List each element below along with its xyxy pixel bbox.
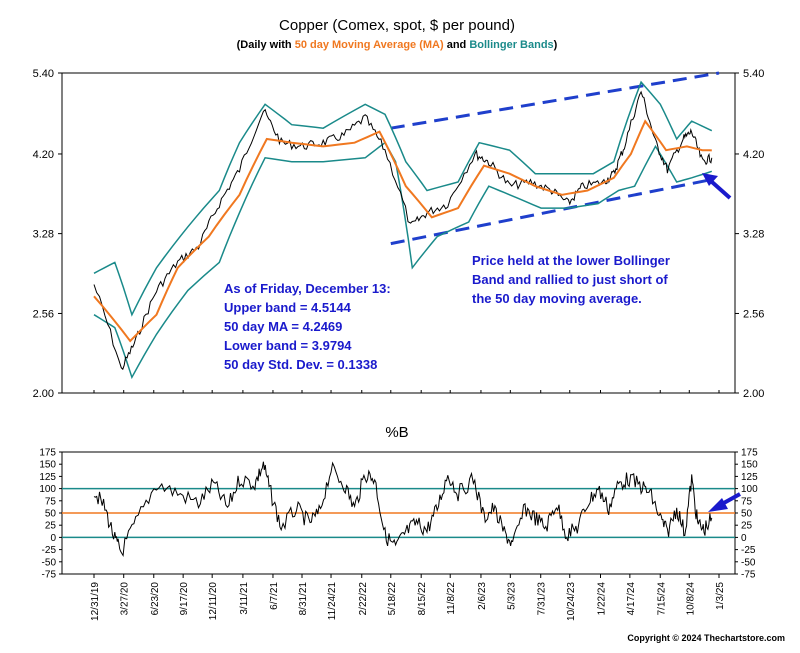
stats-annotation-line: As of Friday, December 13: <box>224 281 391 296</box>
pctb-y-tick-label-right: 150 <box>741 460 758 471</box>
x-tick-label: 10/8/24 <box>685 582 696 616</box>
price-series-line <box>93 90 713 371</box>
pctb-arrow-head-icon <box>708 498 728 512</box>
y-tick-label-left: 2.00 <box>33 388 54 400</box>
x-tick-label: 9/17/20 <box>179 582 190 616</box>
x-tick-label: 3/11/21 <box>239 582 250 615</box>
pctb-y-tick-label-left: -25 <box>42 545 57 556</box>
x-tick-label: 8/15/22 <box>417 582 428 616</box>
x-tick-label: 7/31/23 <box>537 582 548 616</box>
y-tick-label-left: 3.28 <box>33 229 54 241</box>
arrow-annotation <box>702 173 732 200</box>
copyright: Copyright © 2024 Thechartstore.com <box>627 633 785 643</box>
y-tick-label-right: 3.28 <box>743 229 764 241</box>
x-tick-label: 8/31/21 <box>298 582 309 616</box>
pctb-y-tick-label-left: 0 <box>50 533 56 544</box>
subtitle-bb: Bollinger Bands <box>469 39 553 51</box>
lower-band-line <box>93 141 713 380</box>
pctb-y-tick-label-right: -25 <box>741 545 756 556</box>
pctb-y-tick-label-right: 125 <box>741 472 758 483</box>
y-tick-label-left: 2.56 <box>33 308 54 320</box>
pctb-y-tick-label-right: -75 <box>741 570 756 581</box>
y-tick-label-left: 5.40 <box>33 68 54 80</box>
x-tick-label: 1/3/25 <box>715 582 726 610</box>
x-tick-label: 4/17/24 <box>626 582 637 616</box>
pctb-y-tick-label-left: -50 <box>42 557 57 568</box>
x-tick-label: 11/24/21 <box>327 582 338 621</box>
stats-annotation-line: 50 day Std. Dev. = 0.1338 <box>224 357 377 372</box>
pctb-y-tick-label-left: 150 <box>39 460 56 471</box>
y-tick-label-right: 4.20 <box>743 149 764 161</box>
subtitle-middle: and <box>444 39 470 51</box>
pctb-y-tick-label-left: 125 <box>39 472 56 483</box>
y-tick-label-right: 5.40 <box>743 68 764 80</box>
x-tick-label: 2/6/23 <box>477 582 488 610</box>
pctb-y-tick-label-left: -75 <box>42 570 57 581</box>
x-tick-label: 1/22/24 <box>596 582 607 616</box>
x-tick-label: 2/22/22 <box>358 582 369 616</box>
arrow-head-icon <box>702 173 718 186</box>
subtitle-suffix: ) <box>554 39 558 51</box>
main-y-axis: 5.40 5.40 4.20 4.20 3.28 3.28 2.56 2.56 2.00 2.00 <box>33 68 765 400</box>
y-tick-label-right: 2.56 <box>743 308 764 320</box>
pctb-y-tick-label-left: 75 <box>45 496 57 507</box>
x-tick-label: 10/24/23 <box>566 582 577 621</box>
pctb-y-tick-label-right: 175 <box>741 448 758 459</box>
upper-band-line <box>93 80 713 317</box>
stats-annotation-line: 50 day MA = 4.2469 <box>224 319 342 334</box>
pctb-y-tick-label-left: 25 <box>45 521 57 532</box>
pctb-y-tick-label-right: 0 <box>741 533 747 544</box>
x-tick-label: 7/15/24 <box>656 582 667 616</box>
stats-annotation-line: Upper band = 4.5144 <box>224 300 352 315</box>
subtitle-prefix: (Daily with <box>237 39 295 51</box>
x-tick-label: 6/7/21 <box>269 582 280 610</box>
x-tick-label: 6/23/20 <box>150 582 161 616</box>
pctb-arrow-annotation <box>708 492 741 512</box>
x-axis: 12/31/19 3/27/20 6/23/20 9/17/20 12/11/20 3/1… <box>90 390 726 621</box>
stats-annotation: As of Friday, December 13: Upper band = 4… <box>218 278 410 374</box>
x-tick-label: 12/11/20 <box>208 582 219 621</box>
main-plot-area <box>93 71 720 380</box>
x-tick-label: 11/8/22 <box>446 582 457 615</box>
pctb-series-line <box>93 461 713 558</box>
chart-subtitle: (Daily with 50 day Moving Average (MA) a… <box>237 39 558 51</box>
price-annotation-line: Price held at the lower Bollinger <box>472 253 670 268</box>
price-annotation-line: the 50 day moving average. <box>472 291 642 306</box>
chart-title: Copper (Comex, spot, $ per pound) <box>279 17 515 34</box>
price-annotation-line: Band and rallied to just short of <box>472 272 668 287</box>
stats-annotation-bg <box>218 278 410 374</box>
y-tick-label-right: 2.00 <box>743 388 764 400</box>
x-tick-label: 3/27/20 <box>120 582 131 616</box>
pctb-y-tick-label-right: -50 <box>741 557 756 568</box>
x-tick-label: 5/18/22 <box>387 582 398 616</box>
pctb-y-tick-label-right: 100 <box>741 484 758 495</box>
x-tick-label: 12/31/19 <box>90 582 101 621</box>
pctb-title: %B <box>385 424 408 441</box>
ma-series-line <box>93 119 712 343</box>
pctb-y-tick-label-right: 75 <box>741 496 753 507</box>
pctb-arrow-shaft <box>721 492 741 506</box>
pctb-y-tick-label-left: 50 <box>45 509 57 520</box>
pctb-y-tick-label-right: 50 <box>741 509 753 520</box>
price-annotation: Price held at the lower Bollinger Band an… <box>466 250 688 312</box>
y-tick-label-left: 4.20 <box>33 149 54 161</box>
subtitle-ma: 50 day Moving Average (MA) <box>295 39 444 51</box>
pctb-y-tick-label-left: 100 <box>39 484 56 495</box>
price-annotation-bg <box>466 250 688 312</box>
upper-channel-line <box>390 71 720 130</box>
stats-annotation-line: Lower band = 3.9794 <box>224 338 352 353</box>
pctb-y-tick-label-left: 175 <box>39 448 56 459</box>
arrow-shaft <box>710 180 732 200</box>
pctb-y-tick-label-right: 25 <box>741 521 753 532</box>
x-tick-label: 5/3/23 <box>506 582 517 610</box>
pctb-plot-area <box>62 461 735 558</box>
